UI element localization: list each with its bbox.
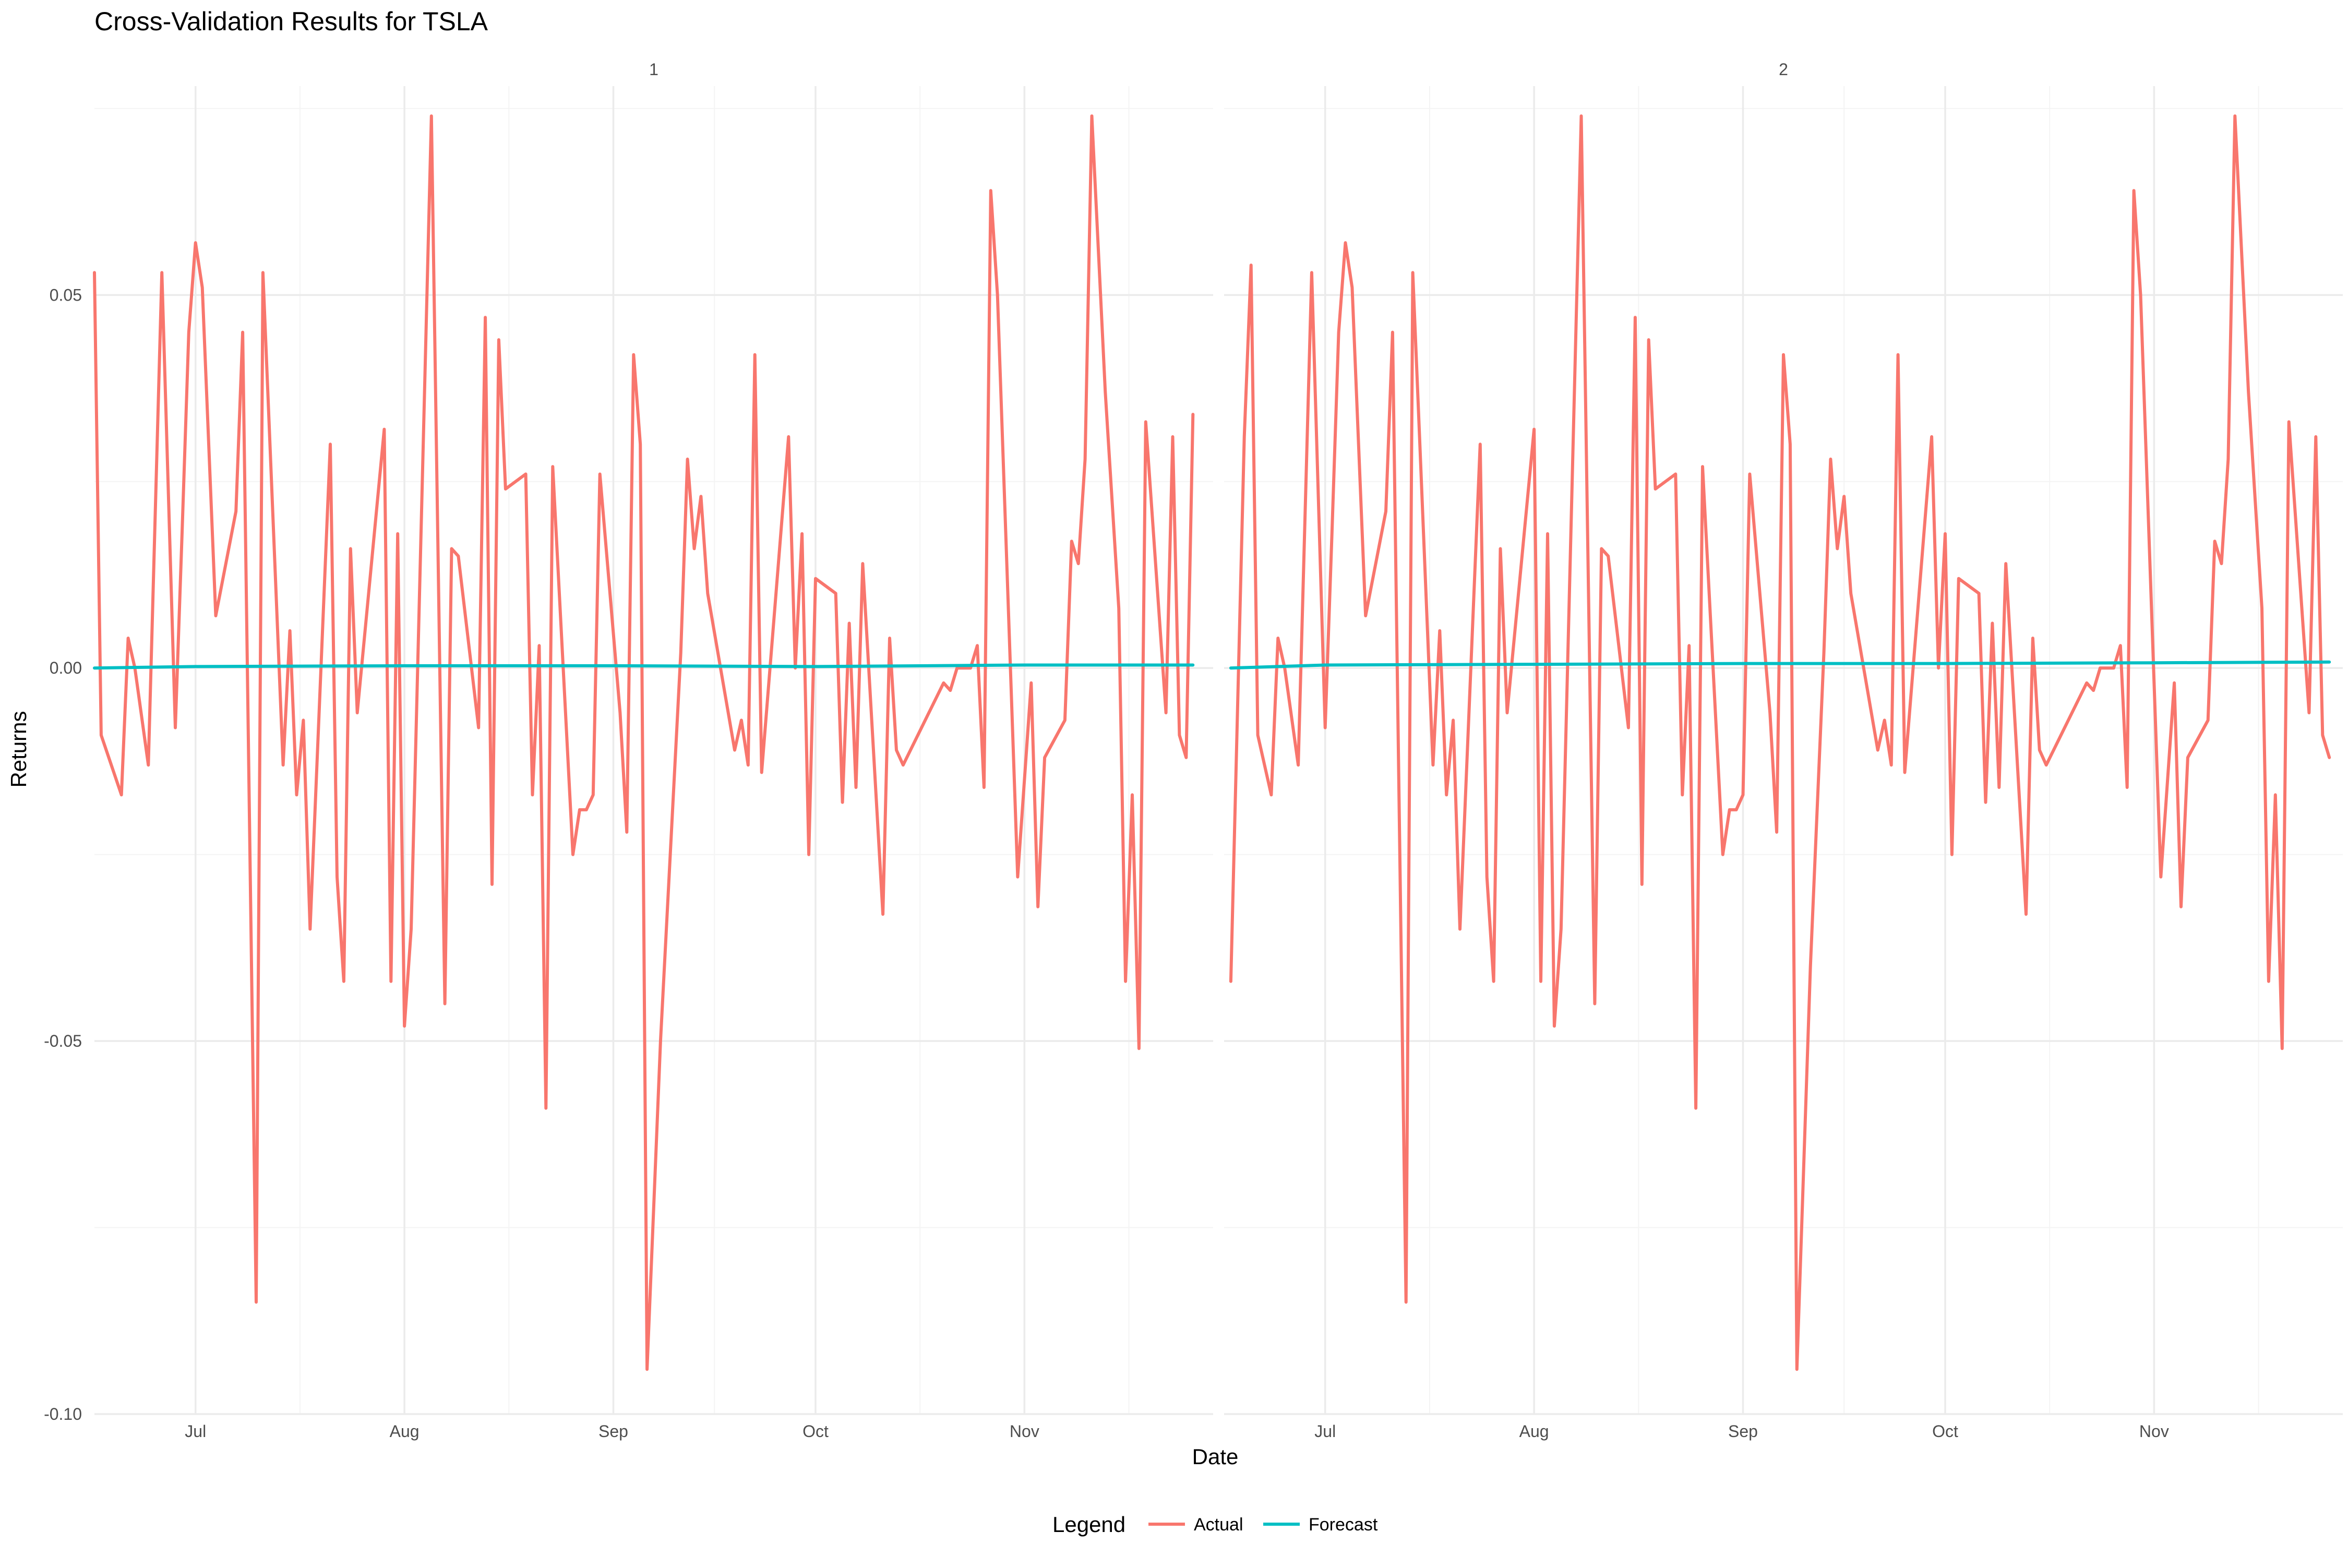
y-tick-label: -0.10	[44, 1405, 82, 1423]
facet-panel-2: 2 Jul Aug Sep Oct Nov	[1224, 60, 2343, 1441]
y-tick-label: 0.00	[50, 659, 82, 677]
legend-title: Legend	[1052, 1512, 1125, 1537]
chart-title: Cross-Validation Results for TSLA	[94, 7, 488, 36]
x-tick-label: Jul	[185, 1422, 206, 1441]
series-line-actual	[93, 114, 1195, 1371]
facet-strip-label: 2	[1779, 60, 1788, 79]
legend: Legend Actual Forecast	[1052, 1512, 1378, 1537]
x-tick-label: Sep	[1728, 1422, 1758, 1441]
facet-panels: 1 Jul Aug Sep Oct Nov -0.10 -0.05 0.00 0.05 2 Jul Au…	[44, 60, 2343, 1441]
x-tick-label: Sep	[598, 1422, 628, 1441]
facet-strip-label: 1	[649, 60, 658, 79]
y-tick-label: -0.05	[44, 1032, 82, 1050]
series-line-forecast	[1229, 660, 2331, 670]
facet-panel-1: 1 Jul Aug Sep Oct Nov -0.10 -0.05 0.00 0.05	[44, 60, 1213, 1441]
legend-label-forecast: Forecast	[1309, 1515, 1378, 1535]
x-tick-label: Oct	[802, 1422, 829, 1441]
series-line-forecast	[93, 663, 1195, 670]
series-line-actual	[1229, 114, 2331, 1371]
y-tick-label: 0.05	[50, 285, 82, 304]
x-tick-label: Nov	[1010, 1422, 1039, 1441]
legend-label-actual: Actual	[1194, 1515, 1243, 1535]
x-axis-title: Date	[1192, 1444, 1239, 1469]
y-axis-title: Returns	[6, 711, 31, 787]
x-tick-label: Oct	[1932, 1422, 1958, 1441]
x-tick-label: Aug	[390, 1422, 420, 1441]
x-tick-label: Aug	[1519, 1422, 1549, 1441]
x-tick-label: Jul	[1314, 1422, 1336, 1441]
x-tick-label: Nov	[2139, 1422, 2169, 1441]
